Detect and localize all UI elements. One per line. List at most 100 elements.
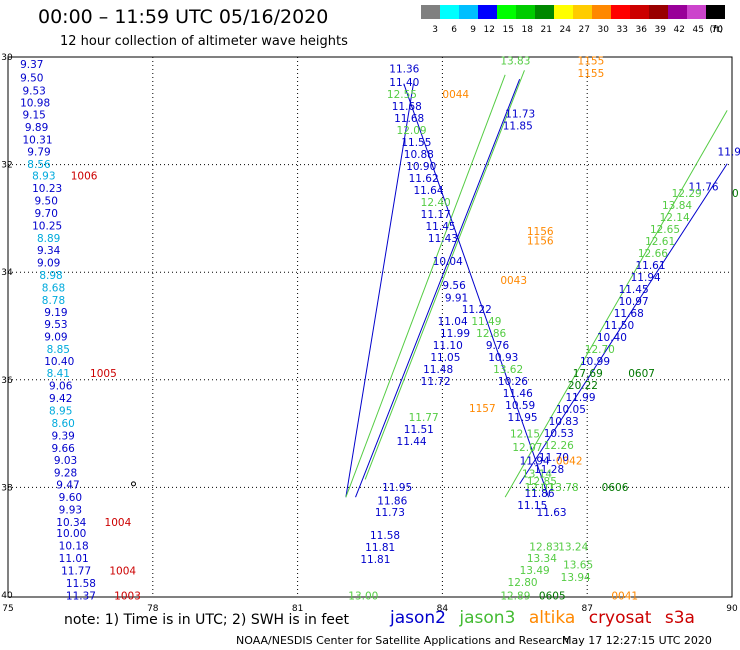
lon-tick-label: 78 xyxy=(147,604,159,614)
wave-height-label: 1155 xyxy=(578,56,605,68)
wave-height-label: 11.63 xyxy=(537,507,567,519)
satellite-legend: jason2 jason3 altika cryosat s3a xyxy=(390,608,703,628)
wave-height-label: 11.55 xyxy=(401,137,431,149)
wave-height-label: 13.24 xyxy=(558,542,588,554)
wave-height-label: 0041 xyxy=(611,590,638,602)
page-title: 00:00 – 11:59 UTC 05/16/2020 xyxy=(38,6,329,28)
wave-height-label: 10.25 xyxy=(32,221,62,233)
wave-height-label: 10.00 xyxy=(56,528,86,540)
wave-height-label: 11.68 xyxy=(394,113,424,125)
legend-label: 45 xyxy=(693,25,704,35)
wave-height-label: 9.89 xyxy=(25,122,48,134)
wave-height-label: 9.60 xyxy=(59,492,82,504)
wave-height-label: 12.01 xyxy=(524,482,554,494)
wave-height-label: 20.22 xyxy=(568,380,598,392)
wave-height-label: 11.94 xyxy=(631,272,661,284)
wave-height-label: 12.29 xyxy=(672,188,702,200)
credit-line: NOAA/NESDIS Center for Satellite Applica… xyxy=(236,634,570,647)
legend-swatch xyxy=(478,5,497,19)
wave-height-label: 8.95 xyxy=(49,405,72,417)
wave-height-label: 13.49 xyxy=(520,565,550,577)
legend-label: 12 xyxy=(484,25,495,35)
wave-height-label: 1006 xyxy=(71,171,98,183)
wave-height-label: 9.47 xyxy=(56,479,79,491)
wave-height-label: 1157 xyxy=(469,403,496,415)
wave-height-label: 11.72 xyxy=(421,376,451,388)
wave-height-label: 13.83 xyxy=(500,56,530,68)
lat-tick-label: 32 xyxy=(1,161,12,171)
wave-height-label: 0605 xyxy=(539,590,566,602)
wave-height-label: 9.76 xyxy=(486,340,510,352)
wave-height-label: 13.62 xyxy=(493,364,523,376)
sat-altika: altika xyxy=(528,608,576,628)
wave-height-label: 17.69 xyxy=(573,368,603,380)
wave-height-label: 13.65 xyxy=(563,559,593,571)
page-subtitle: 12 hour collection of altimeter wave hei… xyxy=(60,34,348,49)
wave-height-label: 10.40 xyxy=(597,332,627,344)
wave-height-label: 12.83 xyxy=(529,542,559,554)
wave-height-label: 13.00 xyxy=(348,590,378,602)
wave-height-label: 10.04 xyxy=(433,256,463,268)
wave-height-label: 10.90 xyxy=(406,161,436,173)
wave-height-label: 9.50 xyxy=(35,196,58,208)
wave-height-label: 11.73 xyxy=(505,108,535,120)
legend-swatch xyxy=(611,5,630,19)
wave-height-label: 12.55 xyxy=(387,89,417,101)
wave-height-label: 13.14 xyxy=(522,469,552,481)
wave-height-label: 8.98 xyxy=(39,270,62,282)
wave-height-label: 1003 xyxy=(114,590,141,602)
satellite-track xyxy=(345,83,414,498)
wave-height-label: 11.22 xyxy=(462,304,492,316)
wave-height-label: 11.95 xyxy=(508,412,538,424)
wave-height-label: 9.79 xyxy=(27,147,50,159)
wave-height-label: 13.34 xyxy=(527,553,557,565)
lat-tick-label: 34 xyxy=(1,268,13,278)
wave-height-label: 9.91 xyxy=(445,293,468,305)
wave-height-label: 10.23 xyxy=(32,183,62,195)
legend-label: 30 xyxy=(598,25,610,35)
satellite-track xyxy=(403,83,550,498)
wave-height-label: 12.09 xyxy=(397,125,427,137)
wave-height-label: 9.42 xyxy=(49,393,72,405)
legend-label: 24 xyxy=(560,25,572,35)
wave-height-label: 11.99 xyxy=(440,328,470,340)
wave-height-label: 11.86 xyxy=(524,488,554,500)
sat-jason3: jason3 xyxy=(459,608,516,628)
wave-height-label: 11.05 xyxy=(430,352,460,364)
wave-height-label: 8.78 xyxy=(42,295,65,307)
wave-height-label: 11.40 xyxy=(389,77,419,89)
lon-tick-label: 90 xyxy=(726,604,738,614)
wave-height-label: 9.34 xyxy=(37,245,61,257)
lon-tick-label: 75 xyxy=(2,604,13,614)
wave-height-label: 0607 xyxy=(628,368,655,380)
wave-height-label: 12.70 xyxy=(585,344,615,356)
wave-height-label: 10.31 xyxy=(22,134,52,146)
wave-height-label: 12.89 xyxy=(500,590,530,602)
wave-height-label: 9.09 xyxy=(37,257,60,269)
wave-height-label: 12.40 xyxy=(421,197,451,209)
wave-height-label: 9.39 xyxy=(51,430,74,442)
wave-height-label: 11.10 xyxy=(433,340,463,352)
wave-height-label: 11.49 xyxy=(471,316,501,328)
map-frame xyxy=(7,56,733,598)
wave-height-label: 9.19 xyxy=(44,307,67,319)
wave-height-label: 9.70 xyxy=(35,208,58,220)
wave-height-label: 11.73 xyxy=(375,507,405,519)
sat-jason2: jason2 xyxy=(390,608,446,628)
wave-height-label: 13.94 xyxy=(561,572,591,584)
wave-height-label: 12.61 xyxy=(645,236,675,248)
wave-height-label: 8.68 xyxy=(42,282,65,294)
wave-height-label: 10.98 xyxy=(20,97,50,109)
wave-height-label: 13.78 xyxy=(549,482,579,494)
wave-height-label: 8.89 xyxy=(37,233,60,245)
wave-height-label: 12.07 xyxy=(512,442,542,454)
satellite-track xyxy=(519,163,728,485)
legend-label: 15 xyxy=(503,25,514,35)
satellite-track xyxy=(355,79,521,498)
wave-height-label: 11.01 xyxy=(59,553,89,565)
wave-height-label: 11.45 xyxy=(619,284,649,296)
wave-height-label: 11.17 xyxy=(421,209,451,221)
wave-height-label: 11.50 xyxy=(604,320,634,332)
wave-height-label: 1005 xyxy=(90,368,117,380)
lat-tick-label: 38 xyxy=(1,483,13,493)
